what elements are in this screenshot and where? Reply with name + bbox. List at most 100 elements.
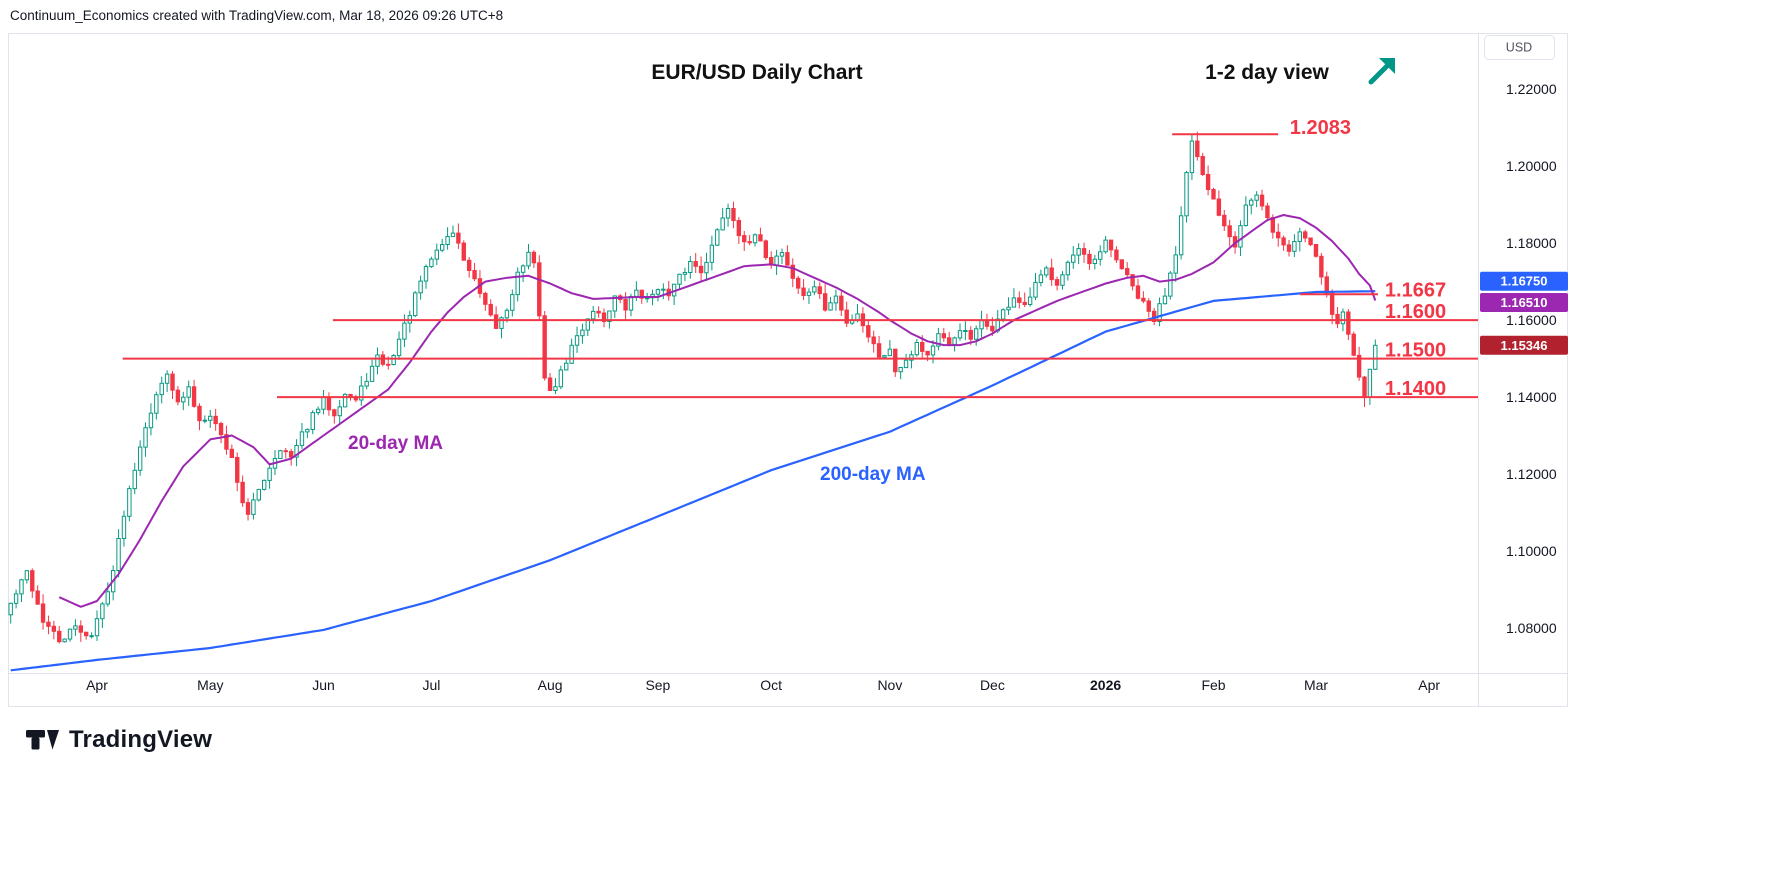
price-tick-1.12000: 1.12000 [1506, 466, 1557, 482]
candle [731, 201, 736, 229]
candle [736, 217, 742, 244]
candle [369, 359, 375, 382]
ma200-price-badge: 1.16750 [1480, 271, 1568, 291]
candle [283, 448, 288, 459]
ma20-label: 20-day MA [348, 433, 443, 454]
candle [634, 281, 639, 302]
candle [218, 421, 224, 444]
candle [580, 323, 585, 344]
price-badges-layer: 1.16750 1.16510 1.15346 [1480, 271, 1568, 355]
candle [1076, 243, 1081, 264]
candle [1103, 236, 1108, 254]
candle [1178, 206, 1184, 260]
candle [1297, 227, 1302, 252]
candle [585, 318, 591, 336]
candle [1081, 242, 1087, 263]
time-axis[interactable]: Apr May Jun Jul Aug Sep Oct Nov Dec 2026 Feb Mar Apr [86, 677, 1440, 693]
candle [1054, 276, 1060, 291]
tradingview-brand[interactable]: TradingView [26, 725, 212, 755]
candle [310, 410, 315, 435]
candle [984, 313, 990, 330]
candle [1146, 298, 1151, 318]
candle [952, 336, 957, 352]
candle [569, 338, 574, 364]
time-tick-Nov: Nov [877, 677, 902, 693]
time-tick-Sep: Sep [645, 677, 670, 693]
candle [866, 320, 871, 343]
candle [537, 255, 542, 321]
candle [558, 365, 564, 390]
candle [67, 628, 73, 642]
candle [790, 258, 795, 288]
price-tick-1.16000: 1.16000 [1506, 312, 1557, 328]
candle [299, 423, 305, 449]
candles-layer [8, 131, 1378, 644]
candle [839, 291, 844, 316]
candle [887, 340, 893, 357]
ma20-line[interactable] [58, 214, 1377, 608]
candle [413, 291, 418, 318]
candle [332, 408, 337, 424]
candle [19, 578, 24, 603]
candle [1044, 265, 1049, 278]
candle [671, 283, 677, 305]
candle [391, 354, 396, 366]
candle [440, 238, 445, 253]
candle [1011, 288, 1017, 308]
usd-scale-button[interactable]: USD [1484, 35, 1555, 60]
candle [213, 408, 218, 431]
candle [774, 249, 779, 275]
candle [78, 620, 84, 642]
candle [1346, 309, 1351, 341]
candle [1200, 152, 1205, 177]
candle [1060, 271, 1065, 290]
candle [828, 296, 833, 311]
candle [963, 321, 968, 341]
candle [817, 282, 822, 299]
candle [127, 485, 132, 522]
attribution-text: Continuum_Economics created with Trading… [10, 8, 504, 23]
candle [1108, 239, 1114, 258]
time-tick-2026: 2026 [1090, 677, 1121, 693]
candle [342, 393, 348, 408]
candle [1168, 271, 1173, 300]
candle [132, 462, 137, 495]
candle [758, 227, 763, 242]
price-axis[interactable]: 1.22000 1.20000 1.18000 1.16000 1.14000 1.120… [1506, 81, 1557, 636]
candle [294, 439, 299, 467]
candle [655, 288, 661, 302]
candle [973, 325, 979, 346]
candle [520, 264, 526, 282]
candle [510, 289, 515, 317]
candle [483, 291, 488, 311]
candle [1071, 246, 1076, 269]
candle [1184, 170, 1189, 223]
candle [89, 632, 94, 639]
ma200-line[interactable] [10, 290, 1376, 672]
candle [407, 310, 413, 333]
candle [229, 444, 235, 459]
candle [170, 371, 175, 399]
candle [186, 380, 191, 406]
level-label-1.1500: 1.1500 [1385, 340, 1446, 362]
candle [1033, 273, 1038, 301]
candle [1195, 131, 1200, 161]
candle [882, 355, 887, 359]
candle [742, 231, 747, 251]
candle [251, 492, 256, 520]
candle [488, 299, 493, 317]
candle [35, 585, 40, 605]
candle [1367, 368, 1373, 405]
candle [288, 448, 294, 466]
candle [612, 295, 617, 318]
candle [121, 510, 127, 547]
candle [769, 251, 774, 269]
ma200-label: 200-day MA [820, 464, 926, 485]
candle [801, 279, 806, 301]
candle [957, 323, 963, 341]
candle [148, 403, 154, 436]
arrow-up-right-icon[interactable] [1368, 58, 1395, 85]
candle [666, 280, 671, 301]
candle [100, 601, 105, 629]
